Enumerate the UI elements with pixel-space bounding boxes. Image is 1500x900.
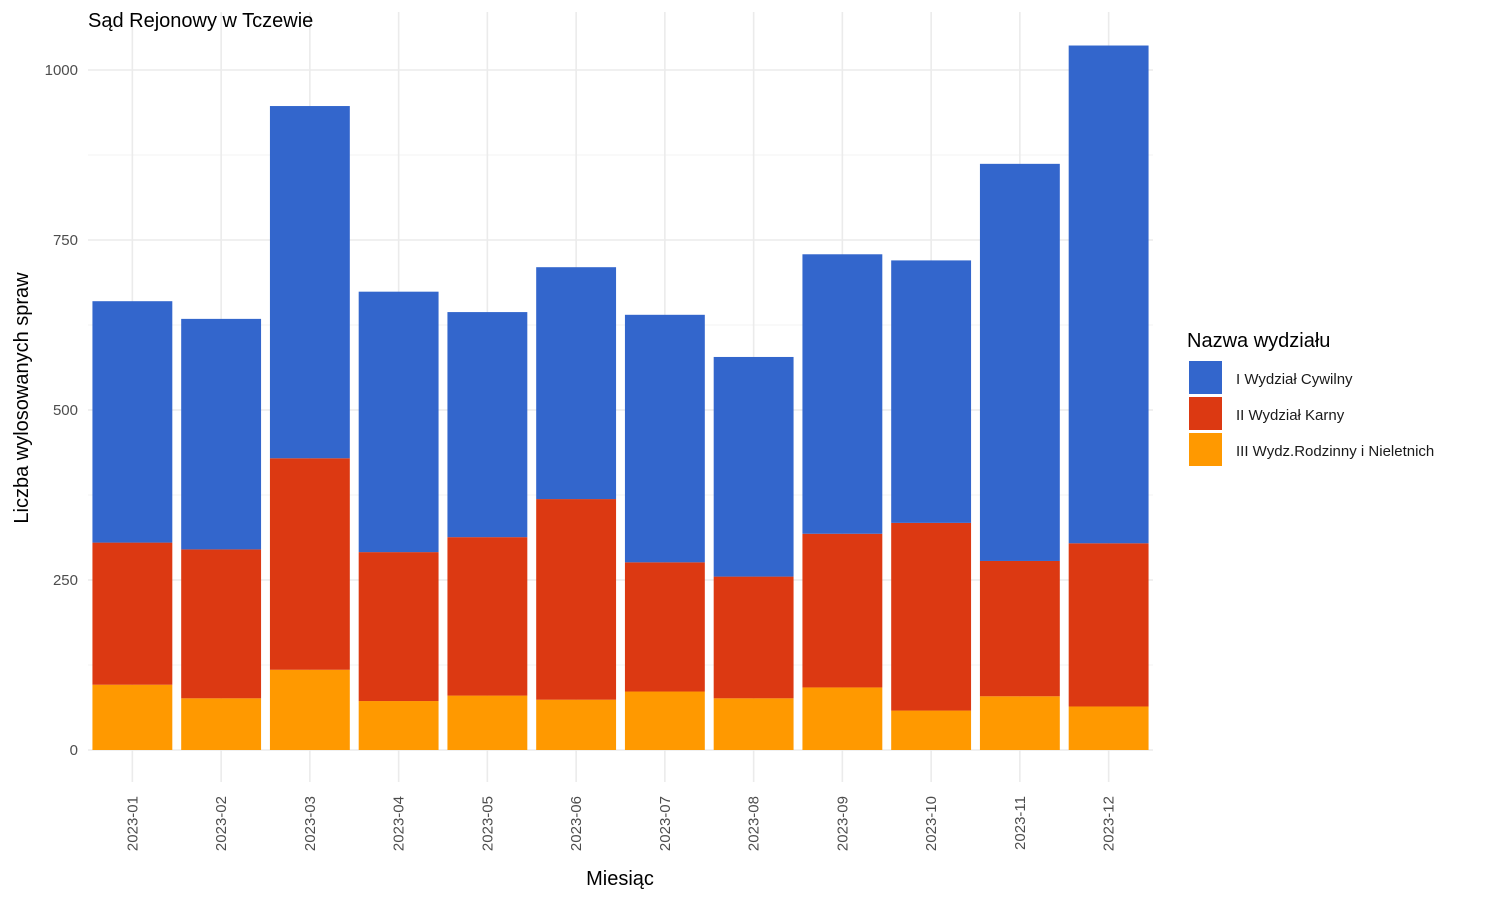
- x-tick-label: 2023-04: [391, 796, 408, 851]
- legend: Nazwa wydziału I Wydział Cywilny II Wydzi…: [1187, 330, 1434, 466]
- bar-segment: [624, 691, 705, 750]
- bar-segment: [536, 267, 617, 500]
- x-tick-label: 2023-11: [1012, 796, 1029, 850]
- x-tick-label: 2023-12: [1101, 796, 1118, 851]
- bar-segment: [713, 356, 794, 577]
- bar-segment: [181, 698, 262, 750]
- bars: [92, 45, 1149, 750]
- bar-segment: [891, 260, 972, 523]
- bar-segment: [181, 318, 262, 550]
- bar-segment: [1068, 45, 1149, 544]
- bar-segment: [802, 687, 883, 750]
- x-tick-label: 2023-06: [568, 796, 585, 851]
- bar-segment: [447, 695, 528, 750]
- bar-segment: [979, 163, 1060, 561]
- x-tick-label: 2023-07: [657, 796, 674, 851]
- y-tick-label: 0: [70, 742, 78, 759]
- bar-segment: [358, 701, 439, 750]
- bar-segment: [92, 684, 173, 750]
- bar-segment: [536, 699, 617, 750]
- bar-segment: [802, 254, 883, 534]
- bar-segment: [891, 522, 972, 711]
- legend-label: II Wydział Karny: [1236, 407, 1345, 424]
- bar-segment: [1068, 543, 1149, 707]
- x-tick-label: 2023-08: [746, 796, 763, 851]
- bar-segment: [891, 710, 972, 750]
- bar-segment: [1068, 706, 1149, 750]
- x-tick-label: 2023-10: [923, 796, 940, 851]
- x-tick-label: 2023-01: [124, 796, 141, 851]
- chart-title: Sąd Rejonowy w Tczewie: [88, 10, 313, 32]
- bar-segment: [269, 669, 350, 750]
- bar-segment: [713, 576, 794, 699]
- y-tick-label: 750: [53, 232, 78, 249]
- legend-label: I Wydział Cywilny: [1236, 371, 1353, 388]
- y-tick-label: 250: [53, 572, 78, 589]
- bar-segment: [447, 312, 528, 538]
- bar-segment: [979, 560, 1060, 697]
- bar-segment: [447, 537, 528, 696]
- x-axis-ticks: 2023-01 2023-02 2023-03 2023-04 2023-05 2023-…: [124, 796, 1117, 851]
- bar-segment: [713, 698, 794, 750]
- bar-segment: [181, 549, 262, 699]
- x-tick-label: 2023-05: [479, 796, 496, 851]
- legend-swatch: [1189, 433, 1222, 466]
- y-tick-label: 1000: [45, 62, 78, 79]
- bar-segment: [802, 533, 883, 688]
- bar-segment: [358, 291, 439, 553]
- bar-segment: [358, 552, 439, 702]
- bar-segment: [979, 696, 1060, 750]
- y-tick-label: 500: [53, 402, 78, 419]
- legend-swatch: [1189, 397, 1222, 430]
- bar-segment: [536, 499, 617, 700]
- bar-segment: [92, 542, 173, 685]
- bar-segment: [92, 301, 173, 543]
- bar-segment: [624, 562, 705, 692]
- legend-items: I Wydział Cywilny II Wydział Karny III Wyd…: [1189, 361, 1434, 466]
- legend-swatch: [1189, 361, 1222, 394]
- x-tick-label: 2023-03: [302, 796, 319, 851]
- legend-label: III Wydz.Rodzinny i Nieletnich: [1236, 443, 1434, 460]
- bar-segment: [269, 458, 350, 670]
- x-axis-title: Miesiąc: [586, 868, 654, 890]
- bar-segment: [624, 314, 705, 563]
- legend-title: Nazwa wydziału: [1187, 330, 1330, 352]
- y-axis-title: Liczba wylosowanych spraw: [11, 272, 33, 524]
- x-tick-label: 2023-09: [834, 796, 851, 851]
- x-tick-label: 2023-02: [213, 796, 230, 851]
- bar-segment: [269, 106, 350, 459]
- y-axis-ticks: 0 250 500 750 1000: [45, 62, 78, 759]
